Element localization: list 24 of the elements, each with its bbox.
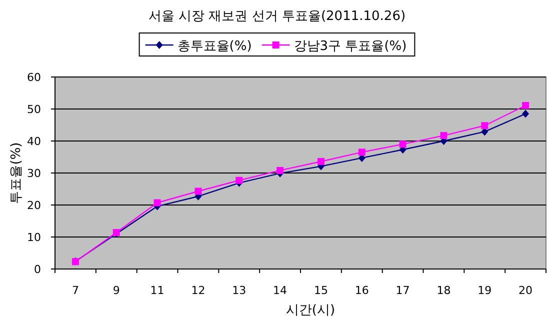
ytick: 40 bbox=[27, 135, 41, 148]
ytick: 30 bbox=[27, 167, 41, 180]
ytick: 10 bbox=[27, 231, 41, 244]
xtick: 13 bbox=[232, 284, 246, 297]
ylabel: 투표율(%) bbox=[9, 142, 24, 204]
xtick: 16 bbox=[354, 284, 369, 297]
ytick: 20 bbox=[27, 199, 41, 212]
xtick: 11 bbox=[150, 284, 164, 297]
legend-label: 강남3구 투표율(%) bbox=[294, 39, 407, 54]
xtick: 7 bbox=[72, 284, 79, 297]
xtick: 17 bbox=[396, 284, 410, 297]
xtick: 9 bbox=[112, 284, 120, 297]
xtick: 18 bbox=[436, 284, 451, 297]
title: 서울 시장 재보권 선거 투표율(2011.10.26) bbox=[148, 9, 406, 24]
xlabel: 시간(시) bbox=[286, 303, 336, 318]
ytick: 50 bbox=[27, 103, 41, 116]
xtick: 12 bbox=[191, 284, 206, 297]
ytick: 60 bbox=[27, 71, 41, 84]
xtick: 14 bbox=[273, 284, 288, 297]
legend-label: 총투표율(%) bbox=[177, 39, 252, 54]
xtick: 19 bbox=[478, 284, 492, 297]
ytick: 0 bbox=[34, 263, 41, 276]
xtick: 20 bbox=[518, 284, 533, 297]
xtick: 15 bbox=[314, 284, 328, 297]
